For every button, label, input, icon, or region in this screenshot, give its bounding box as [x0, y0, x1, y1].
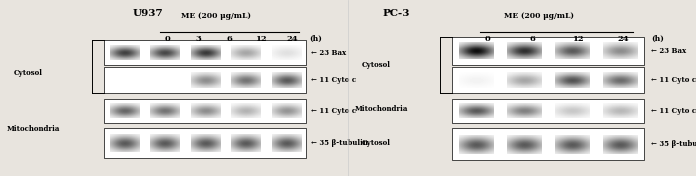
Text: Mitochondria: Mitochondria: [355, 105, 409, 113]
Bar: [104, 40, 306, 65]
Text: Cytosol: Cytosol: [362, 61, 391, 69]
Text: Cytosol: Cytosol: [362, 139, 391, 147]
Text: ← 23 Bax: ← 23 Bax: [651, 47, 686, 55]
Bar: [452, 128, 644, 160]
Text: ← 11 Cyto c: ← 11 Cyto c: [311, 76, 356, 84]
Text: ME (200 μg/mL): ME (200 μg/mL): [181, 12, 251, 20]
Text: Mitochondria: Mitochondria: [7, 125, 61, 133]
Text: 12: 12: [572, 35, 583, 43]
Text: 0: 0: [484, 35, 490, 43]
Bar: [452, 37, 644, 65]
Text: (h): (h): [651, 35, 663, 43]
Text: PC-3: PC-3: [383, 9, 410, 18]
Bar: [104, 128, 306, 158]
Text: ← 35 β-tubulin: ← 35 β-tubulin: [651, 140, 696, 148]
Text: 0: 0: [164, 35, 170, 43]
Text: ← 11 Cyto c: ← 11 Cyto c: [651, 107, 696, 115]
Text: Cytosol: Cytosol: [14, 69, 43, 77]
Bar: [452, 99, 644, 123]
Text: 6: 6: [530, 35, 535, 43]
Bar: [452, 67, 644, 93]
Bar: [104, 67, 306, 93]
Text: ← 11 Cyto c: ← 11 Cyto c: [311, 107, 356, 115]
Text: 24: 24: [287, 35, 298, 43]
Bar: [104, 99, 306, 123]
Text: 24: 24: [617, 35, 628, 43]
Text: ME (200 μg/mL): ME (200 μg/mL): [505, 12, 574, 20]
Text: (h): (h): [310, 35, 322, 43]
Text: U937: U937: [132, 9, 163, 18]
Text: 6: 6: [227, 35, 232, 43]
Text: 12: 12: [255, 35, 267, 43]
Text: 3: 3: [196, 35, 201, 43]
Text: ← 23 Bax: ← 23 Bax: [311, 49, 347, 57]
Text: ← 11 Cyto c: ← 11 Cyto c: [651, 76, 696, 84]
Text: ← 35 β-tubulin: ← 35 β-tubulin: [311, 139, 368, 147]
